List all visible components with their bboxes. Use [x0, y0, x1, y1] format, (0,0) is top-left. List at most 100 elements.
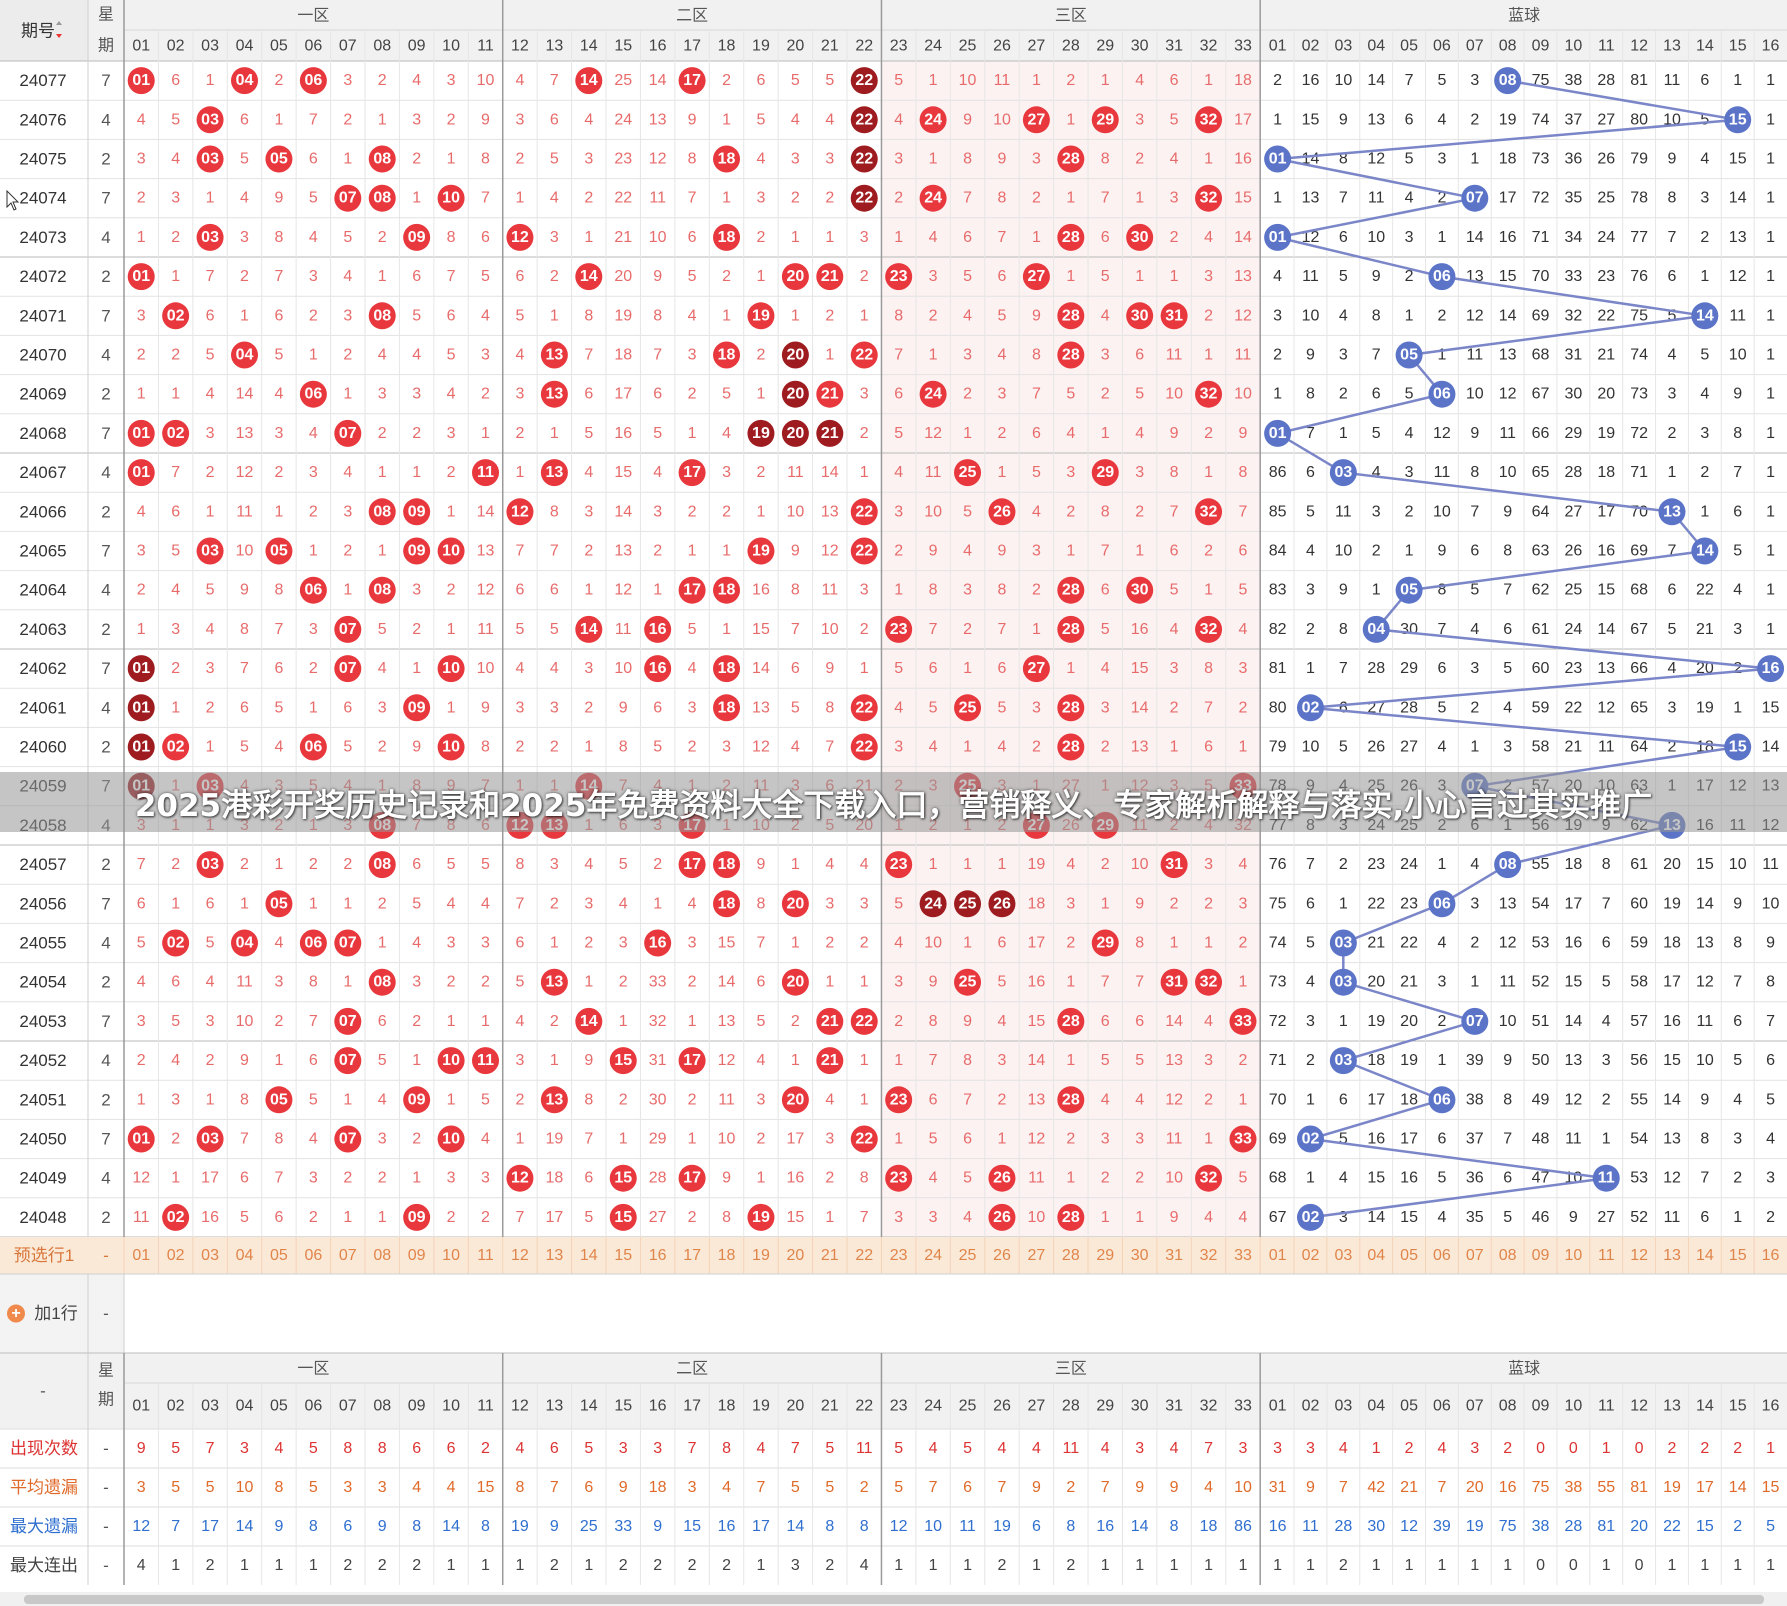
blue-miss-value: 81: [1269, 660, 1287, 677]
red-ball-number: 14: [580, 268, 598, 285]
blue-miss-value: 6: [1437, 660, 1446, 677]
blue-miss-value: 11: [1434, 464, 1451, 481]
preselect-blue-option: 06: [1433, 1247, 1451, 1264]
blue-miss-value: 21: [1367, 935, 1385, 952]
red-miss-value: 2: [963, 386, 972, 403]
stat-red-value: 11: [1063, 1440, 1080, 1457]
blue-miss-value: 15: [1302, 111, 1320, 128]
stat-red-value: 7: [791, 1440, 800, 1457]
add-icon[interactable]: [7, 1304, 25, 1323]
blue-miss-value: 1: [1766, 307, 1775, 324]
stat-blue-value: 17: [1696, 1479, 1714, 1496]
red-ball: [781, 380, 809, 408]
stat-red-value: 19: [993, 1518, 1011, 1535]
red-number-header: 01: [132, 38, 150, 55]
red-miss-value: 7: [825, 739, 834, 756]
red-ball-number: 12: [511, 229, 529, 246]
red-miss-value: 7: [240, 660, 249, 677]
red-miss-value: 9: [963, 1013, 972, 1030]
red-ball: [816, 380, 844, 408]
red-miss-value: 6: [515, 582, 524, 599]
blue-miss-value: 1: [1306, 660, 1315, 677]
red-number-header: 26: [993, 38, 1011, 55]
footer-red-number: 29: [1096, 1398, 1114, 1415]
red-ball: [1160, 302, 1188, 330]
blue-miss-value: 76: [1269, 856, 1287, 873]
footer-red-number: 08: [373, 1398, 391, 1415]
footer-blue-number: 03: [1334, 1398, 1352, 1415]
red-miss-value: 1: [860, 974, 869, 991]
red-ball-number: 10: [442, 543, 460, 560]
red-miss-value: 2: [481, 974, 490, 991]
red-ball-number: 08: [373, 974, 391, 991]
red-miss-value: 6: [171, 72, 180, 89]
red-miss-value: 1: [963, 425, 972, 442]
blue-miss-value: 31: [1564, 347, 1582, 364]
red-ball-number: 08: [373, 190, 391, 207]
red-miss-value: 3: [309, 464, 318, 481]
red-number-header: 23: [890, 38, 908, 55]
red-miss-value: 1: [343, 582, 352, 599]
red-miss-value: 3: [171, 190, 180, 207]
red-miss-value: 8: [481, 739, 490, 756]
stat-red-value: 2: [1066, 1557, 1075, 1574]
blue-ball-number: 08: [1499, 856, 1517, 873]
stat-red-value: 6: [963, 1479, 972, 1496]
red-ball-number: 01: [132, 739, 150, 756]
blue-number-header: 03: [1334, 38, 1352, 55]
blue-number-header: 06: [1433, 38, 1451, 55]
red-number-header: 24: [924, 38, 942, 55]
red-miss-value: 4: [1204, 229, 1213, 246]
red-ball: [1022, 106, 1050, 134]
red-miss-value: 1: [860, 1091, 869, 1108]
red-ball-number: 11: [477, 464, 494, 481]
red-miss-value: 1: [619, 1131, 628, 1148]
red-miss-value: 6: [929, 1091, 938, 1108]
red-miss-value: 3: [1032, 543, 1041, 560]
sort-down-icon[interactable]: [56, 34, 62, 38]
blue-miss-value: 66: [1630, 660, 1648, 677]
blue-miss-value: 5: [1339, 1131, 1348, 1148]
week-value: 2: [101, 267, 110, 286]
red-miss-value: 2: [378, 425, 387, 442]
blue-miss-value: 3: [1405, 464, 1414, 481]
blue-miss-value: 12: [1302, 229, 1320, 246]
red-miss-value: 4: [963, 543, 972, 560]
red-miss-value: 1: [447, 1013, 456, 1030]
blue-miss-value: 7: [1306, 856, 1315, 873]
red-number-header: 31: [1165, 38, 1183, 55]
red-miss-value: 5: [171, 111, 180, 128]
red-ball: [747, 419, 775, 447]
red-number-header: 16: [649, 38, 667, 55]
red-miss-value: 1: [791, 935, 800, 952]
blue-miss-value: 70: [1269, 1091, 1287, 1108]
red-miss-value: 8: [929, 582, 938, 599]
blue-miss-value: 6: [1503, 1170, 1512, 1187]
red-miss-value: 5: [481, 268, 490, 285]
blue-miss-value: 65: [1532, 464, 1550, 481]
blue-miss-value: 11: [1664, 72, 1681, 89]
red-miss-value: 6: [584, 1170, 593, 1187]
red-miss-value: 3: [378, 386, 387, 403]
red-miss-value: 5: [619, 856, 628, 873]
scrollbar-thumb[interactable]: [24, 1595, 1764, 1604]
red-miss-value: 5: [412, 307, 421, 324]
issue-number: 24064: [19, 581, 66, 600]
red-miss-value: 2: [1204, 425, 1213, 442]
issue-number: 24050: [19, 1130, 66, 1149]
blue-miss-value: 4: [1437, 935, 1446, 952]
stat-red-value: 3: [343, 1479, 352, 1496]
stat-red-value: 5: [825, 1440, 834, 1457]
red-miss-value: 7: [860, 1209, 869, 1226]
stat-red-value: 1: [309, 1557, 318, 1574]
red-miss-value: 1: [309, 895, 318, 912]
issue-number: 24057: [19, 855, 66, 874]
preselect-blue-option: 11: [1598, 1247, 1615, 1264]
preselect-row[interactable]: [0, 1237, 1787, 1274]
stat-red-value: 5: [963, 1440, 972, 1457]
blue-miss-value: 1: [1437, 856, 1446, 873]
footer-blue-number: 01: [1269, 1398, 1287, 1415]
stat-blue-value: 1: [1437, 1557, 1446, 1574]
sort-up-icon[interactable]: [56, 21, 62, 25]
preselect-red-option: 01: [132, 1247, 150, 1264]
